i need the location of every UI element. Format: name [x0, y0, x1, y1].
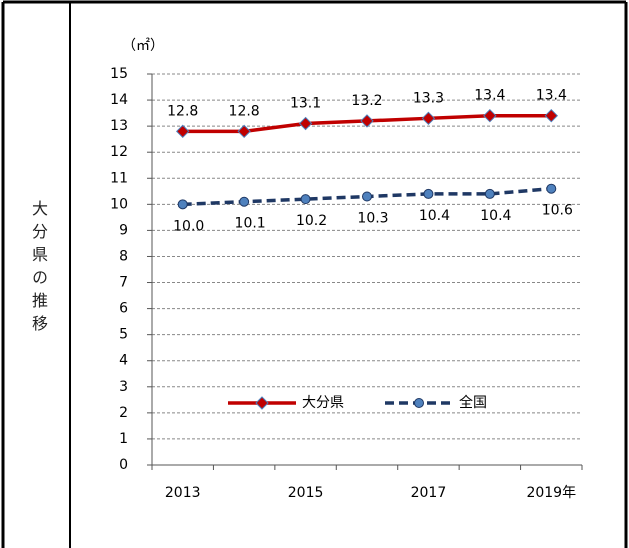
data-label: 10.1 — [235, 216, 266, 232]
point — [423, 188, 434, 199]
y-tick-label: 9 — [119, 222, 128, 238]
point — [484, 188, 495, 199]
data-label: 12.8 — [167, 103, 198, 119]
legend-label: 大分県 — [302, 395, 344, 411]
data-label: 10.0 — [173, 218, 204, 234]
legend-marker — [255, 396, 269, 410]
point — [300, 194, 311, 205]
y-tick-label: 5 — [119, 327, 128, 343]
point — [546, 183, 557, 194]
point — [298, 116, 313, 131]
data-label: 13.4 — [474, 88, 505, 104]
y-tick-label: 2 — [119, 405, 128, 421]
legend-marker — [414, 398, 424, 408]
y-tick-label: 0 — [119, 457, 128, 473]
point — [237, 124, 251, 139]
data-label: 12.8 — [229, 103, 260, 119]
y-tick-label: 1 — [119, 431, 128, 447]
point — [176, 124, 190, 139]
data-label: 13.2 — [351, 93, 382, 109]
data-label: 13.1 — [290, 96, 321, 112]
point — [362, 191, 372, 202]
y-tick-label: 6 — [119, 301, 128, 317]
y-tick-label: 4 — [119, 353, 128, 369]
point — [483, 108, 497, 123]
y-tick-label: 11 — [110, 170, 128, 186]
unit-label: （㎡） — [122, 38, 164, 54]
y-tick-label: 8 — [119, 248, 128, 264]
data-label: 13.4 — [536, 88, 567, 104]
side-label: 大分県の推移 — [29, 200, 48, 338]
x-tick-label: 2017 — [411, 485, 447, 501]
x-tick-label: 2013 — [165, 485, 201, 501]
data-label: 10.4 — [419, 208, 450, 224]
y-tick-label: 7 — [119, 275, 128, 291]
x-tick-label: 2019年 — [526, 485, 576, 501]
point — [177, 199, 188, 210]
y-tick-label: 12 — [110, 144, 128, 160]
y-tick-label: 14 — [110, 92, 128, 108]
point — [544, 108, 558, 123]
point — [360, 114, 374, 128]
data-label: 10.3 — [357, 211, 388, 227]
y-tick-label: 3 — [119, 379, 128, 395]
x-tick-label: 2015 — [288, 485, 324, 501]
legend-label: 全国 — [459, 394, 487, 411]
data-label: 10.6 — [542, 203, 573, 219]
point — [421, 111, 436, 126]
data-label: 10.2 — [296, 213, 327, 229]
point — [239, 196, 250, 207]
data-label: 13.3 — [413, 90, 444, 106]
y-tick-label: 15 — [110, 66, 128, 82]
y-tick-label: 13 — [110, 118, 128, 134]
y-tick-label: 10 — [110, 196, 128, 212]
data-label: 10.4 — [480, 208, 511, 224]
